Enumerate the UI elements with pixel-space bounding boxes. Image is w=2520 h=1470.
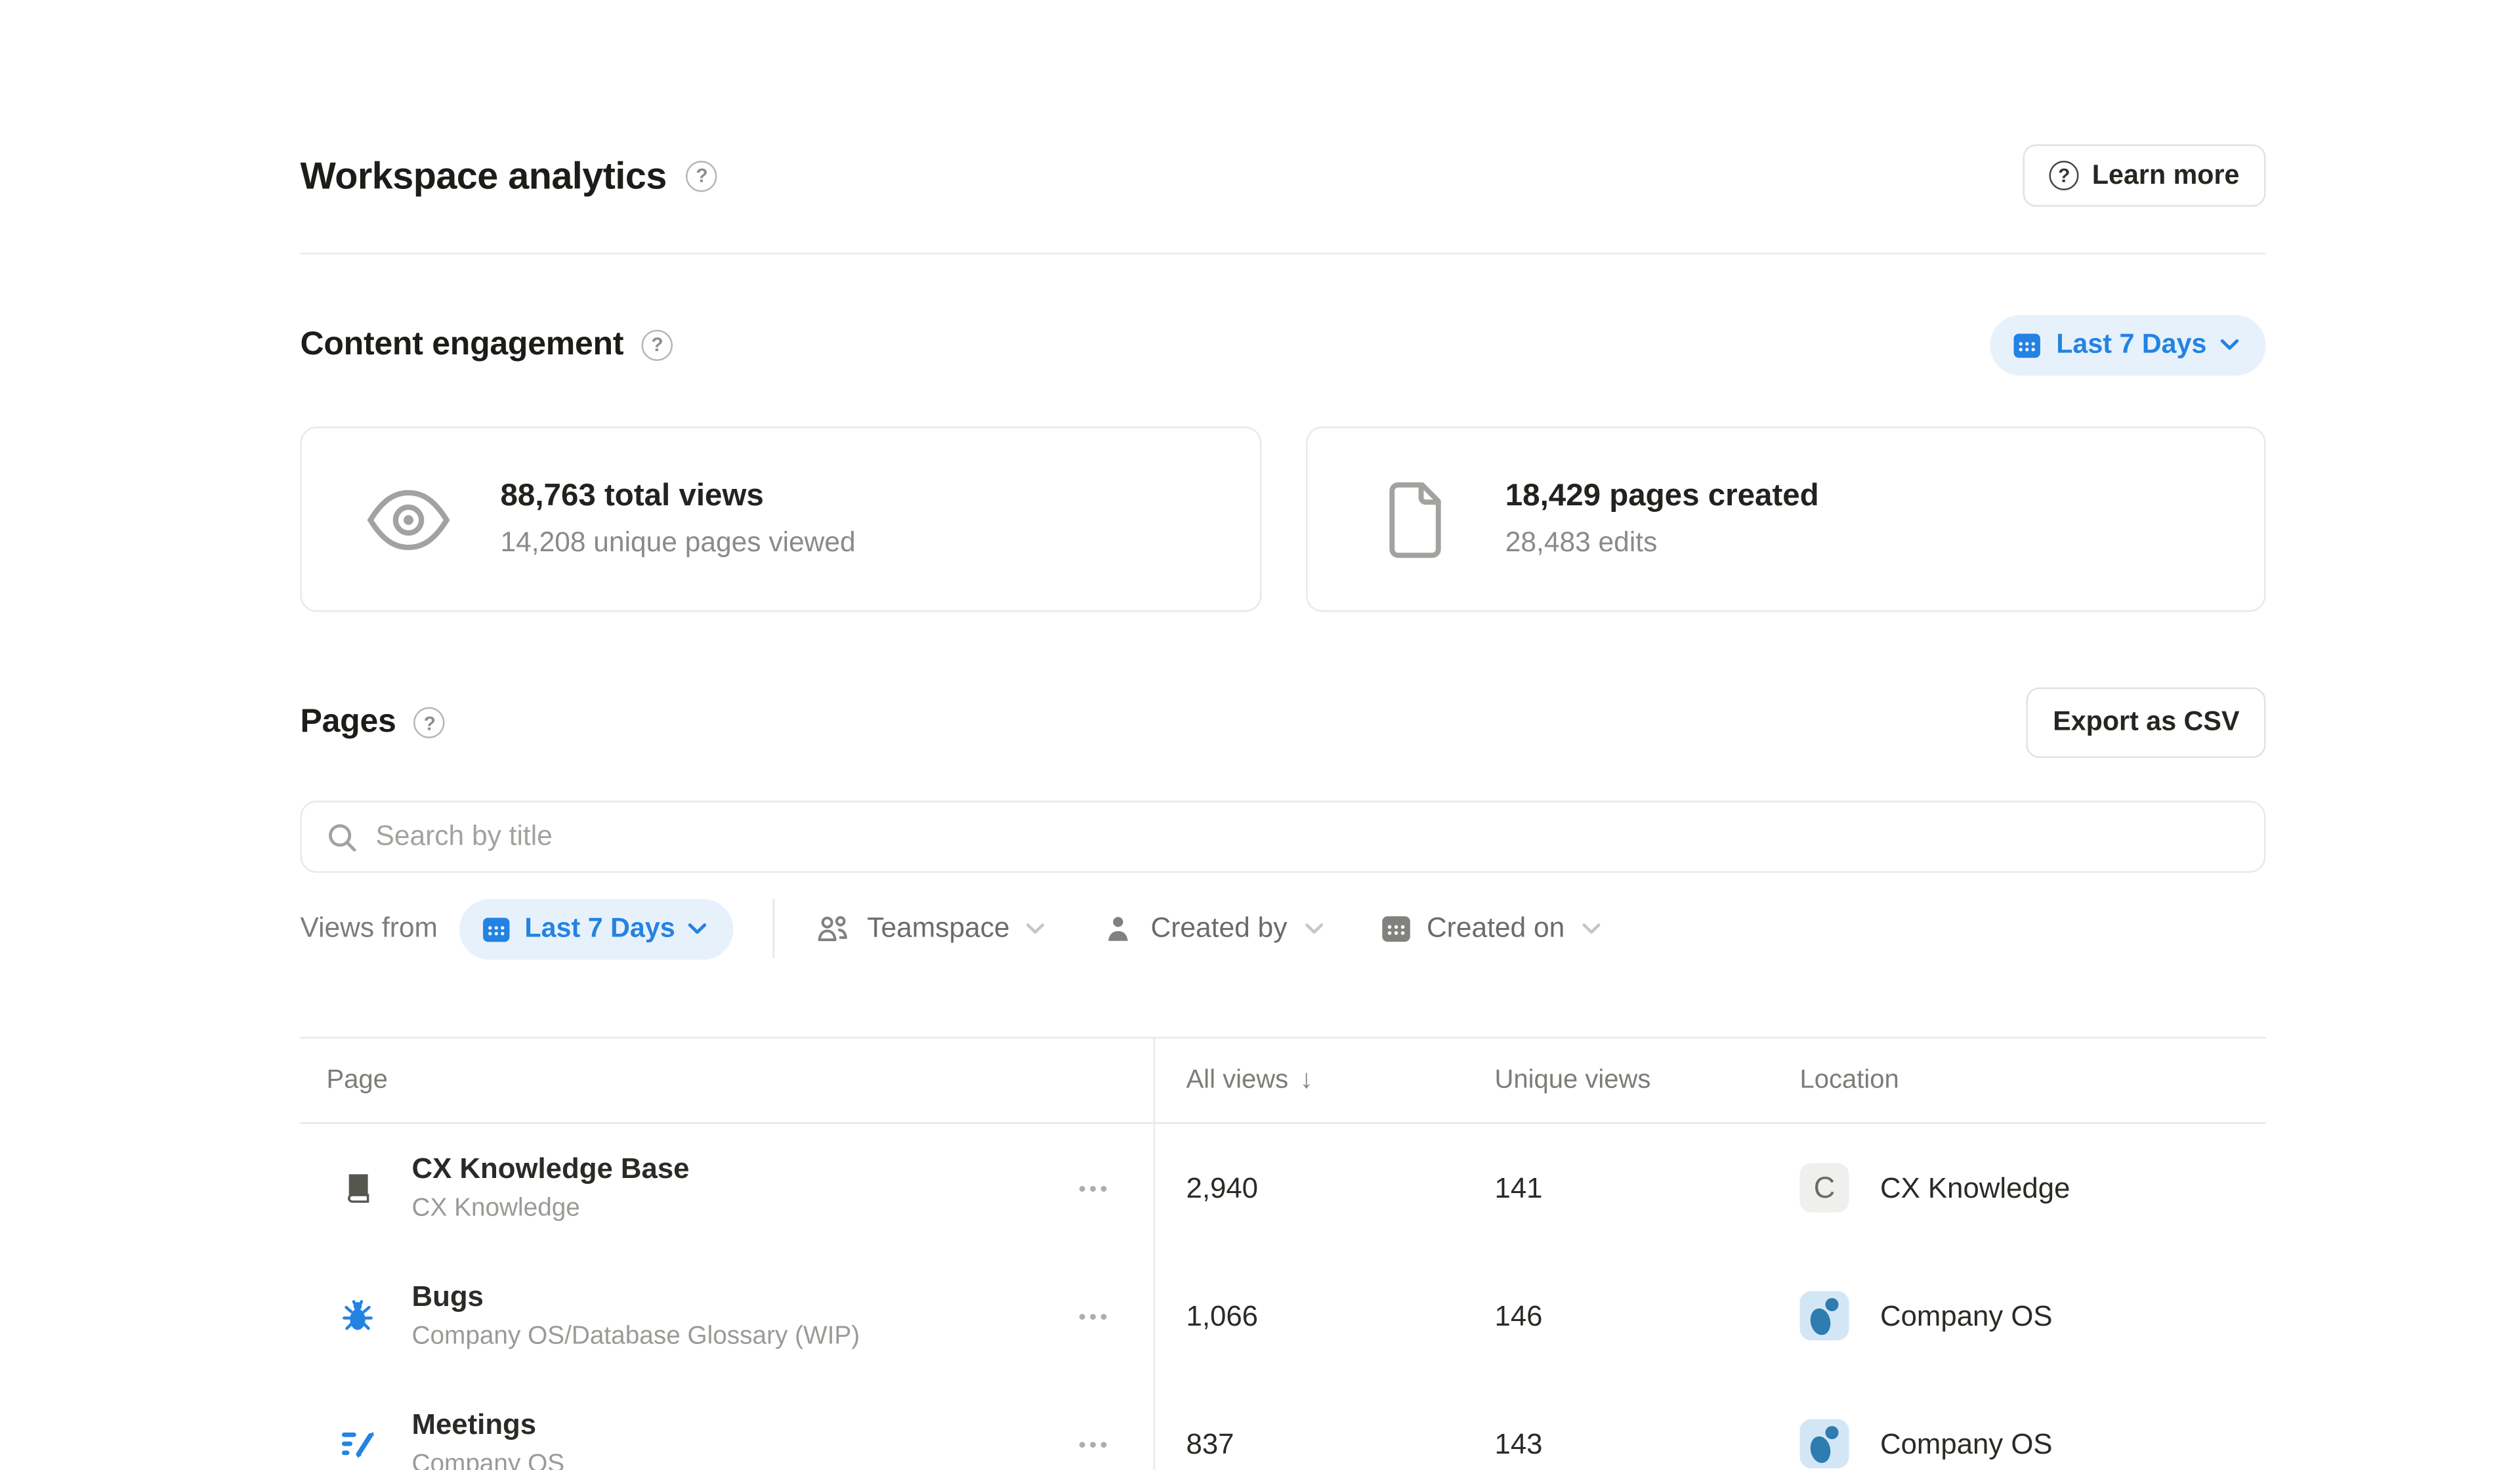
document-icon — [1368, 478, 1460, 560]
created-on-label: Created on — [1426, 912, 1565, 944]
page-header: Workspace analytics ? ? Learn more — [301, 144, 2266, 207]
learn-more-button[interactable]: ? Learn more — [2023, 144, 2266, 207]
created-on-dropdown[interactable]: Created on — [1379, 912, 1601, 945]
location-name: CX Knowledge — [1880, 1170, 2070, 1204]
help-icon[interactable]: ? — [641, 329, 673, 360]
created-by-label: Created by — [1150, 912, 1288, 944]
page-title-link[interactable]: CX Knowledge Base — [411, 1152, 690, 1185]
table-row[interactable]: Meetings Company OS ••• 837 143 Company … — [301, 1380, 2266, 1470]
filters-divider — [773, 899, 776, 958]
stat-cards: 88,763 total views 14,208 unique pages v… — [300, 427, 2266, 612]
views-from-label: Views from — [300, 912, 438, 944]
help-icon[interactable]: ? — [414, 707, 446, 738]
pages-title: Pages — [300, 704, 396, 740]
row-menu-icon[interactable]: ••• — [1078, 1303, 1111, 1328]
page-subtitle: Company OS — [411, 1450, 565, 1470]
chevron-down-icon — [1303, 922, 1323, 935]
eye-icon — [363, 483, 455, 555]
page-title-link[interactable]: Bugs — [411, 1280, 484, 1312]
date-range-label: Last 7 Days — [2056, 329, 2207, 359]
help-icon[interactable]: ? — [686, 159, 718, 192]
bug-icon — [340, 1298, 376, 1334]
total-views-value: 88,763 total views — [500, 479, 764, 514]
page-title: Workspace analytics — [300, 153, 667, 196]
views-from-date-dropdown[interactable]: Last 7 Days — [459, 898, 734, 959]
unique-views-value: 143 — [1494, 1426, 1543, 1460]
location-name: Company OS — [1880, 1298, 2053, 1332]
header-divider — [300, 253, 2266, 255]
pages-created-value: 18,429 pages created — [1505, 479, 1819, 514]
calendar-icon — [1379, 912, 1412, 945]
pages-section-header: Pages ? Export as CSV — [300, 687, 2266, 758]
column-header-all-views[interactable]: All views ↓ — [1154, 1066, 1462, 1095]
search-input[interactable] — [375, 820, 2241, 853]
all-views-label: All views — [1186, 1065, 1289, 1094]
calendar-icon — [480, 913, 512, 944]
pages-created-card: 18,429 pages created 28,483 edits — [1305, 427, 2266, 612]
unique-views-label: Unique views — [1494, 1065, 1651, 1094]
location-cell[interactable]: Company OS — [1767, 1291, 2266, 1341]
all-views-value: 837 — [1186, 1426, 1234, 1460]
filters-row: Views from Last 7 Days Teamspace — [301, 898, 2266, 960]
edits-value: 28,483 edits — [1505, 526, 1658, 558]
search-icon — [325, 820, 360, 854]
company-os-logo — [1799, 1419, 1849, 1469]
location-cell[interactable]: C CX Knowledge — [1767, 1163, 2266, 1213]
export-csv-button[interactable]: Export as CSV — [2026, 687, 2266, 758]
row-menu-icon[interactable]: ••• — [1078, 1175, 1111, 1200]
views-from-date-label: Last 7 Days — [524, 913, 675, 943]
location-name: Company OS — [1880, 1426, 2053, 1460]
page-subtitle: Company OS/Database Glossary (WIP) — [411, 1322, 860, 1351]
chevron-down-icon — [1026, 922, 1046, 935]
table-row[interactable]: Bugs Company OS/Database Glossary (WIP) … — [301, 1252, 2266, 1380]
all-views-value: 1,066 — [1186, 1298, 1258, 1332]
search-bar — [300, 801, 2266, 873]
learn-more-label: Learn more — [2091, 159, 2240, 190]
company-os-logo — [1799, 1291, 1849, 1341]
table-row[interactable]: CX Knowledge Base CX Knowledge ••• 2,940… — [301, 1124, 2266, 1252]
location-avatar: C — [1799, 1163, 1849, 1213]
location-cell[interactable]: Company OS — [1767, 1419, 2266, 1469]
teamspace-icon — [814, 910, 852, 948]
unique-views-value: 146 — [1494, 1298, 1543, 1332]
all-views-value: 2,940 — [1186, 1170, 1258, 1204]
person-icon — [1102, 912, 1137, 946]
column-header-unique-views[interactable]: Unique views — [1462, 1066, 1767, 1095]
chevron-down-icon — [688, 922, 708, 935]
chevron-down-icon — [1581, 922, 1601, 935]
location-label: Location — [1799, 1065, 1899, 1094]
book-icon — [340, 1170, 376, 1206]
table-column-divider — [1153, 1037, 1155, 1470]
total-views-card: 88,763 total views 14,208 unique pages v… — [300, 427, 1261, 612]
calendar-icon — [2012, 329, 2044, 360]
row-menu-icon[interactable]: ••• — [1078, 1431, 1111, 1456]
teamspace-dropdown[interactable]: Teamspace — [814, 910, 1045, 948]
chevron-down-icon — [2220, 338, 2240, 351]
column-header-page[interactable]: Page — [326, 1065, 388, 1094]
unique-views-value: 141 — [1494, 1170, 1543, 1204]
page-subtitle: CX Knowledge — [411, 1194, 580, 1223]
content-engagement-title: Content engagement — [300, 326, 624, 362]
meetings-icon — [340, 1426, 376, 1462]
content-engagement-header: Content engagement ? Last 7 Days — [301, 314, 2266, 376]
help-circle-icon: ? — [2049, 161, 2079, 190]
table-header-row: Page All views ↓ Unique views Location — [300, 1037, 2266, 1124]
date-range-dropdown[interactable]: Last 7 Days — [1990, 314, 2266, 375]
pages-table: Page All views ↓ Unique views Location — [300, 1037, 2266, 1470]
export-csv-label: Export as CSV — [2053, 707, 2240, 737]
page-title-link[interactable]: Meetings — [411, 1408, 537, 1440]
sort-descending-icon[interactable]: ↓ — [1299, 1065, 1313, 1094]
column-header-location[interactable]: Location — [1767, 1066, 2266, 1095]
created-by-dropdown[interactable]: Created by — [1102, 912, 1324, 946]
unique-pages-viewed-value: 14,208 unique pages viewed — [500, 526, 856, 558]
teamspace-label: Teamspace — [867, 912, 1010, 944]
